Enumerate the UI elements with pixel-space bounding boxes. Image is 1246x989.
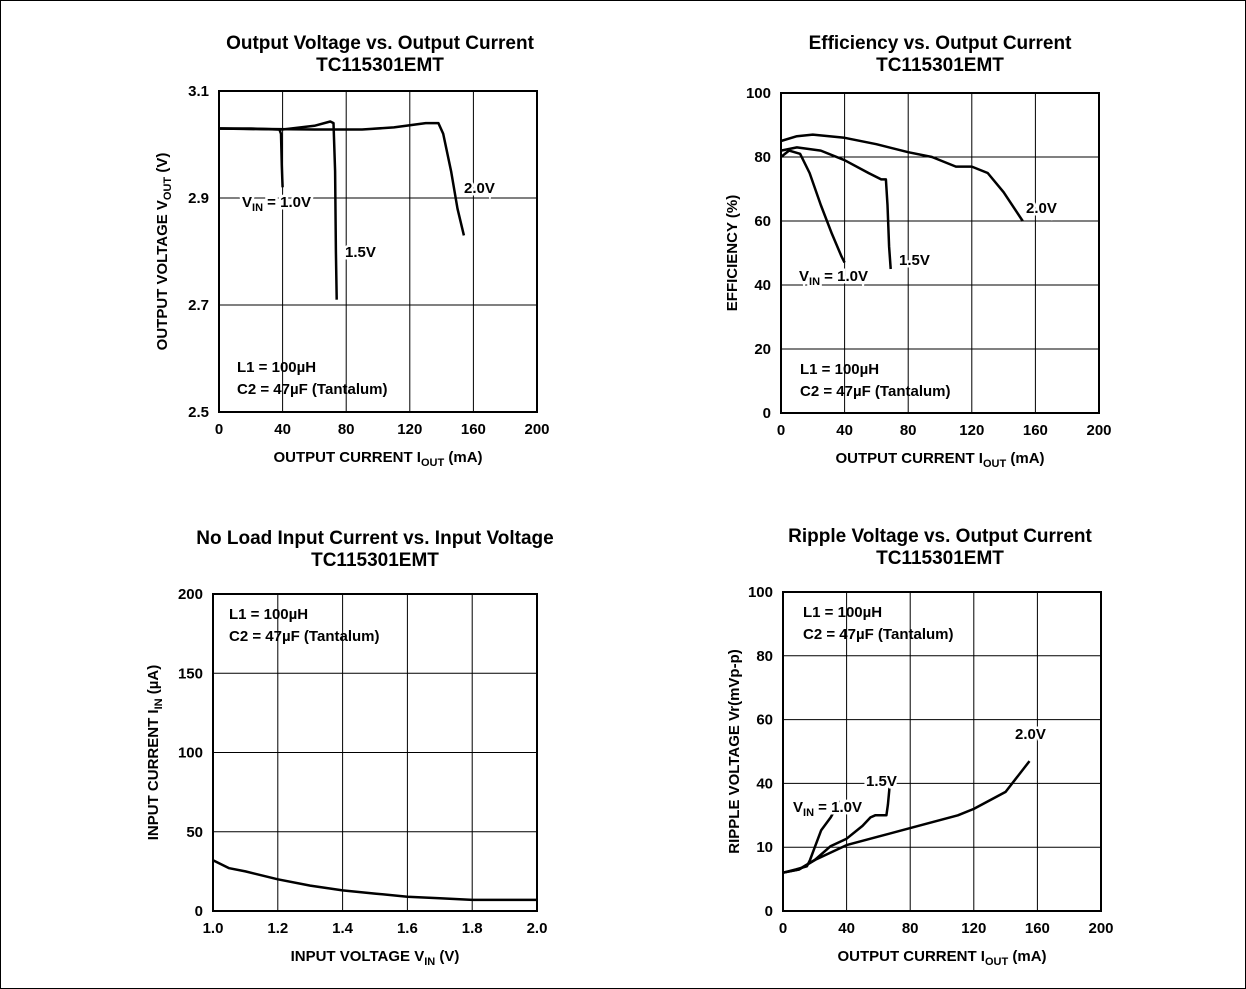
y-tick-label: 50 [186,824,203,841]
y-tick-label: 10 [756,839,773,856]
x-axis-label: OUTPUT CURRENT IOUT (mA) [835,450,1044,470]
y-tick-label: 100 [746,85,771,102]
chart-note: C2 = 47µF (Tantalum) [237,381,387,398]
x-tick-label: 0 [779,920,787,937]
y-tick-label: 200 [178,586,203,603]
chart-note: L1 = 100µH [237,359,316,376]
y-tick-label: 0 [763,405,771,422]
series-line [782,760,1031,874]
x-tick-label: 1.0 [203,920,224,937]
x-tick-label: 200 [1086,422,1111,439]
y-tick-label: 2.7 [188,297,209,314]
series-line [219,127,284,188]
y-tick-label: 80 [756,648,773,665]
chart-subtitle: TC115301EMT [316,55,444,76]
plot-frame [782,591,1102,912]
series-line [780,133,1024,222]
y-tick-label: 150 [178,665,203,682]
y-axis-label: OUTPUT VOLTAGE VOUT (V) [154,153,174,351]
series-label: VIN = 1.0V [799,268,868,288]
chart-4: 0 40 80 120 160 200 0 10 40 60 80 100 Ripple Voltage… [726,526,1114,968]
series-label: 2.0V [1015,726,1046,743]
y-axis-label: RIPPLE VOLTAGE Vr(mVp-p) [726,649,743,853]
y-tick-label: 60 [754,213,771,230]
chart-title: Output Voltage vs. Output Current [226,33,535,54]
series-line [780,146,892,270]
x-tick-label: 0 [215,421,223,438]
plot-frame [218,90,538,413]
x-tick-label: 120 [397,421,422,438]
y-axis-label: EFFICIENCY (%) [724,195,741,311]
x-axis-label: OUTPUT CURRENT IOUT (mA) [273,449,482,469]
chart-1: 0 40 80 120 160 200 2.5 2.7 2.9 3.1 Output Voltage… [154,33,550,469]
chart-note: L1 = 100µH [800,361,879,378]
x-tick-label: 120 [961,920,986,937]
series-label: 1.5V [899,252,930,269]
chart-title: Ripple Voltage vs. Output Current [788,526,1092,547]
x-tick-label: 0 [777,422,785,439]
x-tick-label: 1.4 [332,920,354,937]
y-tick-label: 60 [756,712,773,729]
chart-note: C2 = 47µF (Tantalum) [803,626,953,643]
x-tick-label: 160 [1023,422,1048,439]
y-tick-label: 2.5 [188,404,209,421]
series-label: 2.0V [464,180,495,197]
chart-subtitle: TC115301EMT [876,548,1004,569]
x-tick-label: 1.2 [267,920,288,937]
y-axis-label: INPUT CURRENT IIN (µA) [145,665,165,840]
series-label: VIN = 1.0V [793,799,862,819]
x-tick-label: 40 [836,422,853,439]
x-tick-label: 200 [1088,920,1113,937]
x-axis-label: OUTPUT CURRENT IOUT (mA) [837,948,1046,968]
series-label: 1.5V [345,244,376,261]
series-line [218,121,466,236]
y-tick-label: 40 [754,277,771,294]
plot-frame [780,92,1100,414]
y-tick-label: 80 [754,149,771,166]
x-tick-label: 40 [274,421,291,438]
x-tick-label: 200 [524,421,549,438]
x-tick-label: 80 [900,422,917,439]
x-tick-label: 40 [838,920,855,937]
x-axis-label: INPUT VOLTAGE VIN (V) [291,948,460,968]
chart-title: Efficiency vs. Output Current [809,33,1073,54]
y-tick-label: 0 [195,903,203,920]
chart-note: C2 = 47µF (Tantalum) [800,383,950,400]
chart-title: No Load Input Current vs. Input Voltage [196,528,553,549]
series-label: 1.5V [866,773,897,790]
chart-note: L1 = 100µH [803,604,882,621]
x-tick-label: 80 [338,421,355,438]
x-tick-label: 1.6 [397,920,418,937]
y-tick-label: 0 [765,903,773,920]
x-tick-label: 1.8 [462,920,483,937]
x-tick-label: 80 [902,920,919,937]
y-tick-label: 100 [748,584,773,601]
series-label: 2.0V [1026,200,1057,217]
y-tick-label: 2.9 [188,190,209,207]
x-tick-label: 120 [959,422,984,439]
series-line [780,149,846,264]
chart-3: 1.0 1.2 1.4 1.6 1.8 2.0 0 50 100 150 200 No Load In… [145,528,554,968]
chart-subtitle: TC115301EMT [876,55,1004,76]
plot-frame [212,593,538,912]
chart-2: 0 40 80 120 160 200 0 20 40 60 80 100 Efficiency vs.… [724,33,1112,470]
x-tick-label: 2.0 [527,920,548,937]
series-label: VIN = 1.0V [242,194,311,214]
chart-note: L1 = 100µH [229,606,308,623]
y-tick-label: 3.1 [188,83,209,100]
series-line [212,859,537,902]
y-tick-label: 20 [754,341,771,358]
chart-subtitle: TC115301EMT [311,550,439,571]
y-tick-label: 40 [756,775,773,792]
y-tick-label: 100 [178,745,203,762]
x-tick-label: 160 [461,421,486,438]
chart-note: C2 = 47µF (Tantalum) [229,628,379,645]
x-tick-label: 160 [1025,920,1050,937]
